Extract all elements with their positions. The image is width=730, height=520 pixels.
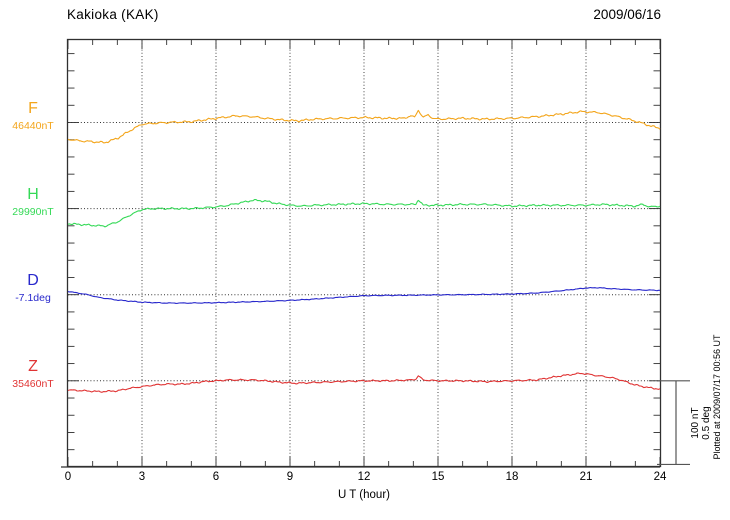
scale-bar-nt-label: 100 nT <box>690 407 701 439</box>
trace-z <box>67 372 661 393</box>
x-tick-label: 24 <box>653 471 667 483</box>
channel-d-letter: D <box>27 272 39 289</box>
channel-d-baseline: -7.1deg <box>15 292 51 304</box>
x-tick-label: 15 <box>431 471 445 483</box>
trace-d <box>67 286 660 304</box>
x-tick-label: 18 <box>505 471 519 483</box>
channel-z-baseline: 35460nT <box>12 378 54 390</box>
channel-z-letter: Z <box>28 358 38 375</box>
x-tick-label: 3 <box>138 471 146 483</box>
x-tick-label: 0 <box>64 471 72 483</box>
channel-z: Z 35460nT <box>2 358 64 390</box>
channel-h: H 29990nT <box>2 186 64 218</box>
channel-h-letter: H <box>27 186 39 203</box>
x-tick-label: 12 <box>357 471 371 483</box>
x-axis-label: U T (hour) <box>338 489 390 501</box>
trace-f <box>67 109 661 144</box>
channel-h-baseline: 29990nT <box>12 206 54 218</box>
scale-bar-deg-label: 0.5 deg <box>701 406 712 440</box>
scale-bar-label: 100 nT 0.5 deg <box>690 406 712 439</box>
trace-h <box>67 199 661 228</box>
x-tick-label: 21 <box>579 471 593 483</box>
channel-f: F 46440nT <box>2 100 64 132</box>
channel-f-baseline: 46440nT <box>12 120 54 132</box>
plotted-at-label: Plotted at 2009/07/17 00:56 UT <box>712 334 722 460</box>
channel-d: D -7.1deg <box>2 272 64 304</box>
date-label: 2009/06/16 <box>593 7 661 22</box>
channel-f-letter: F <box>28 100 38 117</box>
x-tick-label: 6 <box>212 471 220 483</box>
x-tick-label: 9 <box>286 471 294 483</box>
station-title: Kakioka (KAK) <box>67 7 159 22</box>
